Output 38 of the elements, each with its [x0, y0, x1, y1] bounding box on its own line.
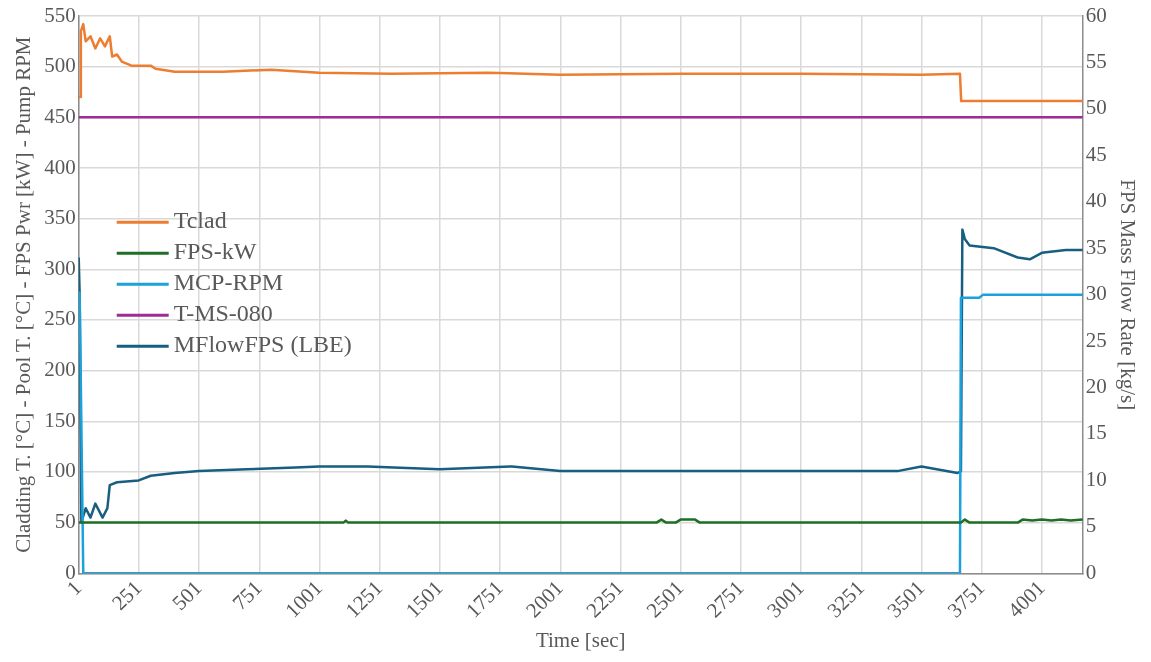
y-tick-label: 500 — [44, 53, 76, 78]
y-axis-title: Cladding T. [°C] - Pool T. [°C] - FPS Pwr [kW] - Pump RPM — [11, 36, 36, 553]
y2-tick-label: 20 — [1085, 374, 1107, 399]
x-tick-label: 1001 — [280, 575, 327, 623]
y2-tick-label: 35 — [1085, 234, 1107, 259]
legend-label: MFlowFPS (LBE) — [173, 331, 352, 358]
y-tick-label: 550 — [44, 2, 76, 27]
y2-tick-label: 60 — [1085, 2, 1107, 27]
y2-tick-label: 50 — [1085, 95, 1107, 120]
y-tick-label: 0 — [65, 559, 76, 584]
y-tick-label: 300 — [44, 255, 76, 280]
y2-tick-label: 55 — [1085, 48, 1107, 73]
y-tick-label: 50 — [54, 509, 76, 534]
y2-tick-label: 30 — [1085, 281, 1107, 306]
y2-tick-label: 25 — [1085, 327, 1107, 352]
legend-label: FPS-kW — [173, 238, 257, 265]
legend-label: MCP-RPM — [173, 269, 284, 296]
y-tick-label: 400 — [44, 154, 76, 179]
y2-tick-label: 10 — [1085, 466, 1107, 491]
y2-tick-label: 0 — [1085, 559, 1097, 584]
x-tick-label: 501 — [167, 575, 207, 615]
y-tick-label: 200 — [44, 357, 76, 382]
legend-label: T-MS-080 — [173, 300, 273, 327]
y-tick-label: 100 — [44, 458, 76, 483]
x-axis-title: Time [sec] — [535, 627, 626, 652]
x-tick-label: 751 — [227, 575, 267, 615]
y2-tick-label: 5 — [1085, 513, 1097, 538]
y-tick-label: 250 — [44, 306, 76, 331]
y2-tick-label: 40 — [1085, 188, 1107, 213]
y2-axis-title: FPS Mass Flow Rate [kg/s] — [1115, 179, 1140, 411]
y-tick-label: 150 — [44, 407, 76, 432]
legend-label: Tclad — [173, 207, 227, 234]
y2-tick-label: 15 — [1085, 420, 1107, 445]
x-tick-label: 4001 — [1002, 575, 1050, 623]
y-tick-label: 450 — [44, 103, 76, 128]
y-tick-label: 350 — [44, 205, 76, 230]
x-tick-label: 251 — [107, 575, 147, 615]
y2-tick-label: 45 — [1085, 141, 1107, 166]
